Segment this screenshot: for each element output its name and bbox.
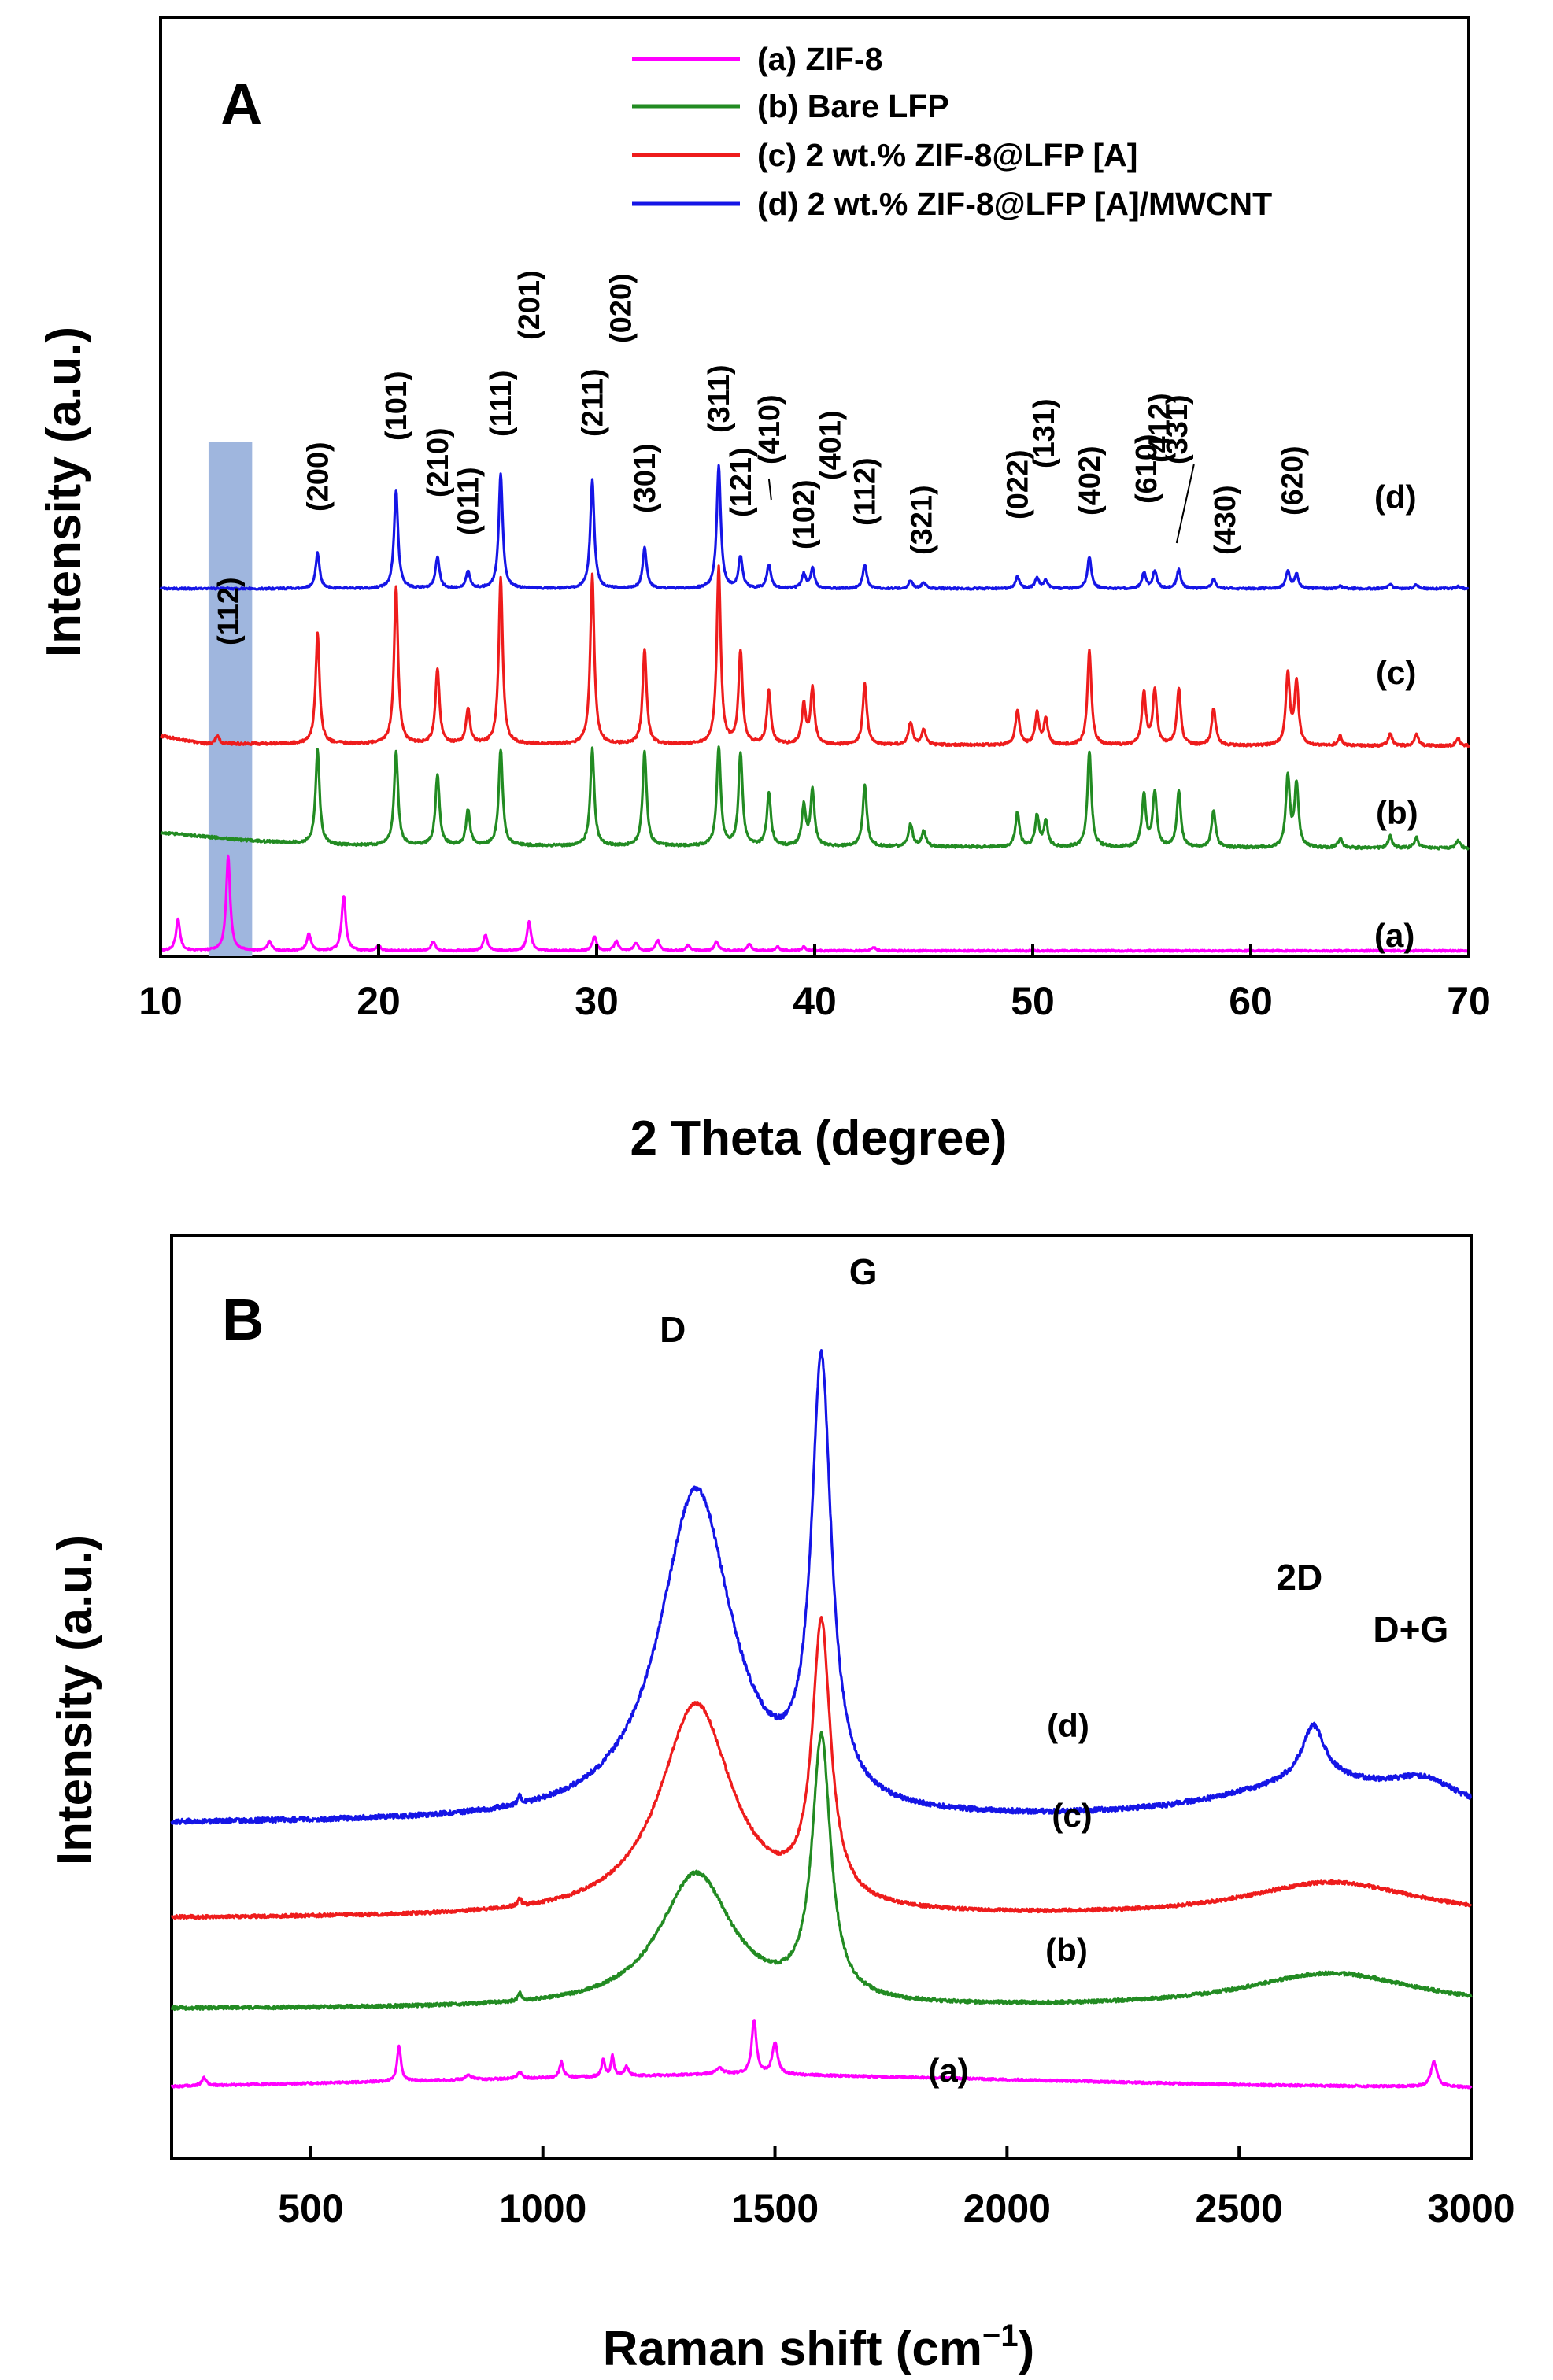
panel-a-legend: (a) ZIF-8 (b) Bare LFP (c) 2 wt.% ZIF-8@… <box>632 41 1272 222</box>
xrd-peak-label: (211) <box>577 368 610 437</box>
xrd-peak-label: (331) <box>1161 394 1194 464</box>
legend-label-bare-lfp: (b) Bare LFP <box>757 88 949 124</box>
raman-x-tick-label: 500 <box>278 2186 343 2230</box>
panel-a-curve-tag-c: (c) <box>1376 654 1416 691</box>
panel-a-x-axis-title: 2 Theta (degree) <box>630 1111 1008 1166</box>
xrd-peak-label: (101) <box>380 371 413 441</box>
panel-a-peak-labels: (112) (200) (101) (210)(011) (111) (201) (211)… <box>213 270 1310 645</box>
xrd-peak-label: (430) <box>1209 485 1242 555</box>
xrd-x-tick-label: 30 <box>575 979 619 1023</box>
xrd-331-leader-line <box>1175 464 1195 544</box>
xrd-410-leader-line <box>767 478 772 501</box>
xrd-series-line-1 <box>160 854 1470 953</box>
panel-b-x-axis-title-superscript: −1 <box>982 2319 1019 2353</box>
raman-series-line-1 <box>170 2019 1473 2090</box>
xrd-peak-label: (401) <box>814 410 847 480</box>
panel-b-x-axis-title: Raman shift (cm−1) <box>603 2319 1035 2376</box>
panel-b-raman: 500 1000 1500 2000 2500 3000 B D G 2D D+G (a) (b… <box>48 1234 1515 2376</box>
raman-x-tick-label: 3000 <box>1427 2186 1514 2230</box>
xrd-peak-label: (020) <box>605 273 638 343</box>
raman-band-label: G <box>849 1251 878 1292</box>
xrd-peak-label: (131) <box>1028 398 1061 468</box>
xrd-peak-label: (321) <box>906 485 939 555</box>
xrd-x-tick-label: 20 <box>357 979 401 1023</box>
xrd-series-line-4 <box>159 464 1470 591</box>
panel-b-letter: B <box>222 1287 264 1352</box>
panel-b-x-axis-title-main: Raman shift (cm <box>603 2322 982 2376</box>
xrd-peak-label: (620) <box>1277 445 1310 516</box>
panel-b-curve-tag-c: (c) <box>1052 1797 1092 1834</box>
panel-a-y-axis-title: Intensity (a.u.) <box>37 327 91 657</box>
xrd-x-tick-label: 70 <box>1447 979 1491 1023</box>
xrd-peak-label: (610) <box>1130 434 1163 504</box>
panel-b-y-axis-title: Intensity (a.u.) <box>48 1535 102 1865</box>
raman-x-tick-label: 1500 <box>731 2186 819 2230</box>
xrd-peak-label: (311) <box>703 364 736 433</box>
panel-b-curve-tag-b: (b) <box>1045 1931 1088 1968</box>
xrd-peak-label: (210) <box>422 427 455 497</box>
panel-a-letter: A <box>220 72 262 137</box>
raman-x-tick-label: 2000 <box>963 2186 1051 2230</box>
xrd-peak-label: (201) <box>513 270 546 340</box>
xrd-x-tick-label: 50 <box>1011 979 1055 1023</box>
panel-a-x-ticks: 10 20 30 40 50 60 70 <box>139 944 1491 1023</box>
xrd-peak-label: (412) <box>1144 393 1177 463</box>
raman-band-label: 2D <box>1276 1557 1322 1598</box>
xrd-peak-label: (410) <box>753 394 786 464</box>
panel-b-series-group <box>170 1349 1473 2090</box>
xrd-peak-label: (022) <box>1002 449 1035 519</box>
legend-label-zif8: (a) ZIF-8 <box>757 41 882 77</box>
xrd-peak-label: (112) <box>849 457 882 526</box>
panel-b-curve-tag-a: (a) <box>928 2052 968 2089</box>
raman-band-label: D <box>660 1309 686 1350</box>
xrd-peak-label: (402) <box>1074 445 1107 516</box>
raman-x-tick-label: 2500 <box>1196 2186 1283 2230</box>
legend-label-zif8-lfp: (c) 2 wt.% ZIF-8@LFP [A] <box>757 137 1137 173</box>
xrd-peak-label: (102) <box>788 479 821 549</box>
xrd-peak-label: (011) <box>453 467 486 535</box>
panel-a-xrd: 10 20 30 40 50 60 70 (112) (200) (101) (210)(011)… <box>37 16 1491 1166</box>
panel-b-x-ticks: 500 1000 1500 2000 2500 3000 <box>278 2146 1515 2230</box>
panel-a-curve-tag-a: (a) <box>1374 917 1414 954</box>
panel-b-x-axis-title-suffix: ) <box>1019 2322 1035 2376</box>
panel-b-curve-tag-d: (d) <box>1047 1707 1089 1744</box>
legend-label-zif8-lfp-mwcnt: (d) 2 wt.% ZIF-8@LFP [A]/MWCNT <box>757 186 1272 222</box>
panel-a-curve-tag-b: (b) <box>1376 794 1418 831</box>
xrd-peak-label: (111) <box>485 370 518 437</box>
raman-x-tick-label: 1000 <box>499 2186 586 2230</box>
xrd-x-tick-label: 40 <box>793 979 837 1023</box>
raman-series-line-4 <box>170 1349 1473 1825</box>
xrd-peak-label: (301) <box>629 443 662 513</box>
panel-a-curve-tag-d: (d) <box>1374 479 1417 516</box>
raman-series-line-3 <box>170 1616 1473 1920</box>
xrd-peak-label: (200) <box>301 442 335 512</box>
xrd-x-tick-label: 60 <box>1229 979 1273 1023</box>
xrd-peak-label: (121) <box>725 447 758 517</box>
xrd-series-line-3 <box>159 564 1470 748</box>
panel-b-band-labels: D G 2D D+G <box>660 1251 1448 1650</box>
panel-b-plot-frame <box>170 1234 1473 2160</box>
xrd-series-line-2 <box>160 745 1470 851</box>
xrd-x-tick-label: 10 <box>139 979 183 1023</box>
raman-series-line-2 <box>170 1731 1473 2011</box>
xrd-peak-label: (112) <box>213 577 246 645</box>
raman-band-label: D+G <box>1373 1609 1448 1650</box>
